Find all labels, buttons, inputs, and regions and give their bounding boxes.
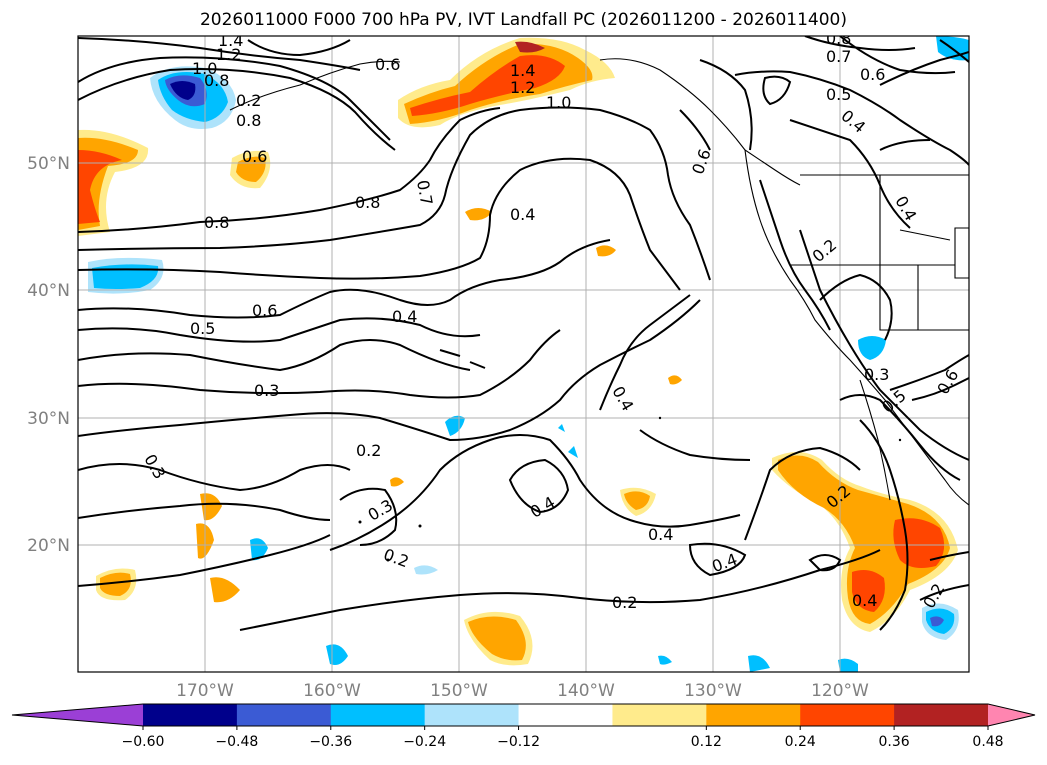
colorbar-tick-label: −0.12: [497, 734, 540, 750]
contour-label: 0.8: [826, 29, 851, 48]
contour-label: 0.4: [392, 307, 417, 326]
contour-label: 1.4: [510, 61, 535, 80]
colorbar-tick-label: −0.60: [122, 734, 165, 750]
colorbar-tick-label: 0.36: [879, 734, 910, 750]
contour-label: 0.6: [860, 65, 885, 84]
contour-label: 0.3: [864, 365, 889, 384]
colorbar-swatch: [800, 704, 895, 726]
lon-label: 140°W: [557, 681, 615, 701]
colorbar-swatch: [706, 704, 801, 726]
colorbar-tick-label: 0.24: [785, 734, 816, 750]
colorbar-swatch: [330, 704, 426, 726]
contour-label: 0.8: [204, 71, 229, 90]
contour-label: 1.2: [216, 45, 241, 64]
contour-label: 1.2: [510, 78, 535, 97]
colorbar-swatch: [518, 704, 613, 726]
contour-label: 0.5: [190, 319, 215, 338]
latitude-labels: 50°N 40°N 30°N 20°N: [27, 154, 70, 556]
colorbar-tick-label: −0.48: [215, 734, 258, 750]
contour-label: 0.7: [826, 47, 851, 66]
colorbar-extend-low: [12, 704, 143, 726]
contour-label: 0.4: [510, 205, 535, 224]
colorbar-tick-label: −0.24: [403, 734, 446, 750]
lon-label: 150°W: [430, 681, 488, 701]
contour-label: 0.6: [252, 301, 277, 320]
lat-label: 40°N: [27, 281, 70, 301]
contour-label: 0.7: [413, 179, 436, 207]
contour-label: 1.0: [192, 59, 217, 78]
colorbar-swatch: [424, 704, 520, 726]
colorbar-swatch: [612, 704, 707, 726]
contour-label: 0.8: [204, 213, 229, 232]
map-title: 2026011000 F000 700 hPa PV, IVT Landfall…: [199, 10, 847, 30]
lon-label: 130°W: [684, 681, 742, 701]
contour-label: 0.2: [236, 91, 261, 110]
colorbar: −0.60 −0.48 −0.36 −0.24 −0.12 0.12 0.24 0.36 0.4…: [11, 703, 1036, 750]
colorbar-extend-high: [988, 704, 1035, 726]
lon-label: 160°W: [303, 681, 361, 701]
contour-label: 0.6: [375, 55, 400, 74]
contour-label: 0.2: [356, 441, 381, 460]
colorbar-tick-label: −0.36: [309, 734, 352, 750]
lon-label: 170°W: [176, 681, 234, 701]
contour-label: 1.0: [546, 93, 571, 112]
contour-label: 0.4: [852, 591, 877, 610]
coastlines: [229, 58, 969, 506]
lat-label: 50°N: [27, 154, 70, 174]
contour-label: 0.8: [236, 111, 261, 130]
islands: [358, 416, 902, 562]
contour-label: 0.8: [355, 193, 380, 212]
pv-contours: [78, 36, 969, 631]
map-frame: [77, 35, 970, 673]
colorbar-swatch: [894, 704, 989, 726]
colorbar-tick-label: 0.48: [972, 734, 1003, 750]
lat-label: 20°N: [27, 536, 70, 556]
lon-label: 120°W: [811, 681, 869, 701]
contour-label: 0.4: [648, 525, 673, 544]
contour-label: 0.5: [826, 85, 851, 104]
contour-label: 0.2: [612, 593, 637, 612]
longitude-labels: 170°W 160°W 150°W 140°W 130°W 120°W: [176, 681, 869, 701]
colorbar-swatch: [236, 704, 332, 726]
lat-label: 30°N: [27, 409, 70, 429]
colorbar-tick-label: 0.12: [691, 734, 722, 750]
map-area: [78, 36, 969, 672]
contour-label: 1.4: [218, 31, 243, 50]
contour-label: 0.3: [254, 381, 279, 400]
colorbar-swatch: [143, 704, 238, 726]
graticule: [78, 36, 969, 672]
contour-label: 0.6: [242, 147, 267, 166]
